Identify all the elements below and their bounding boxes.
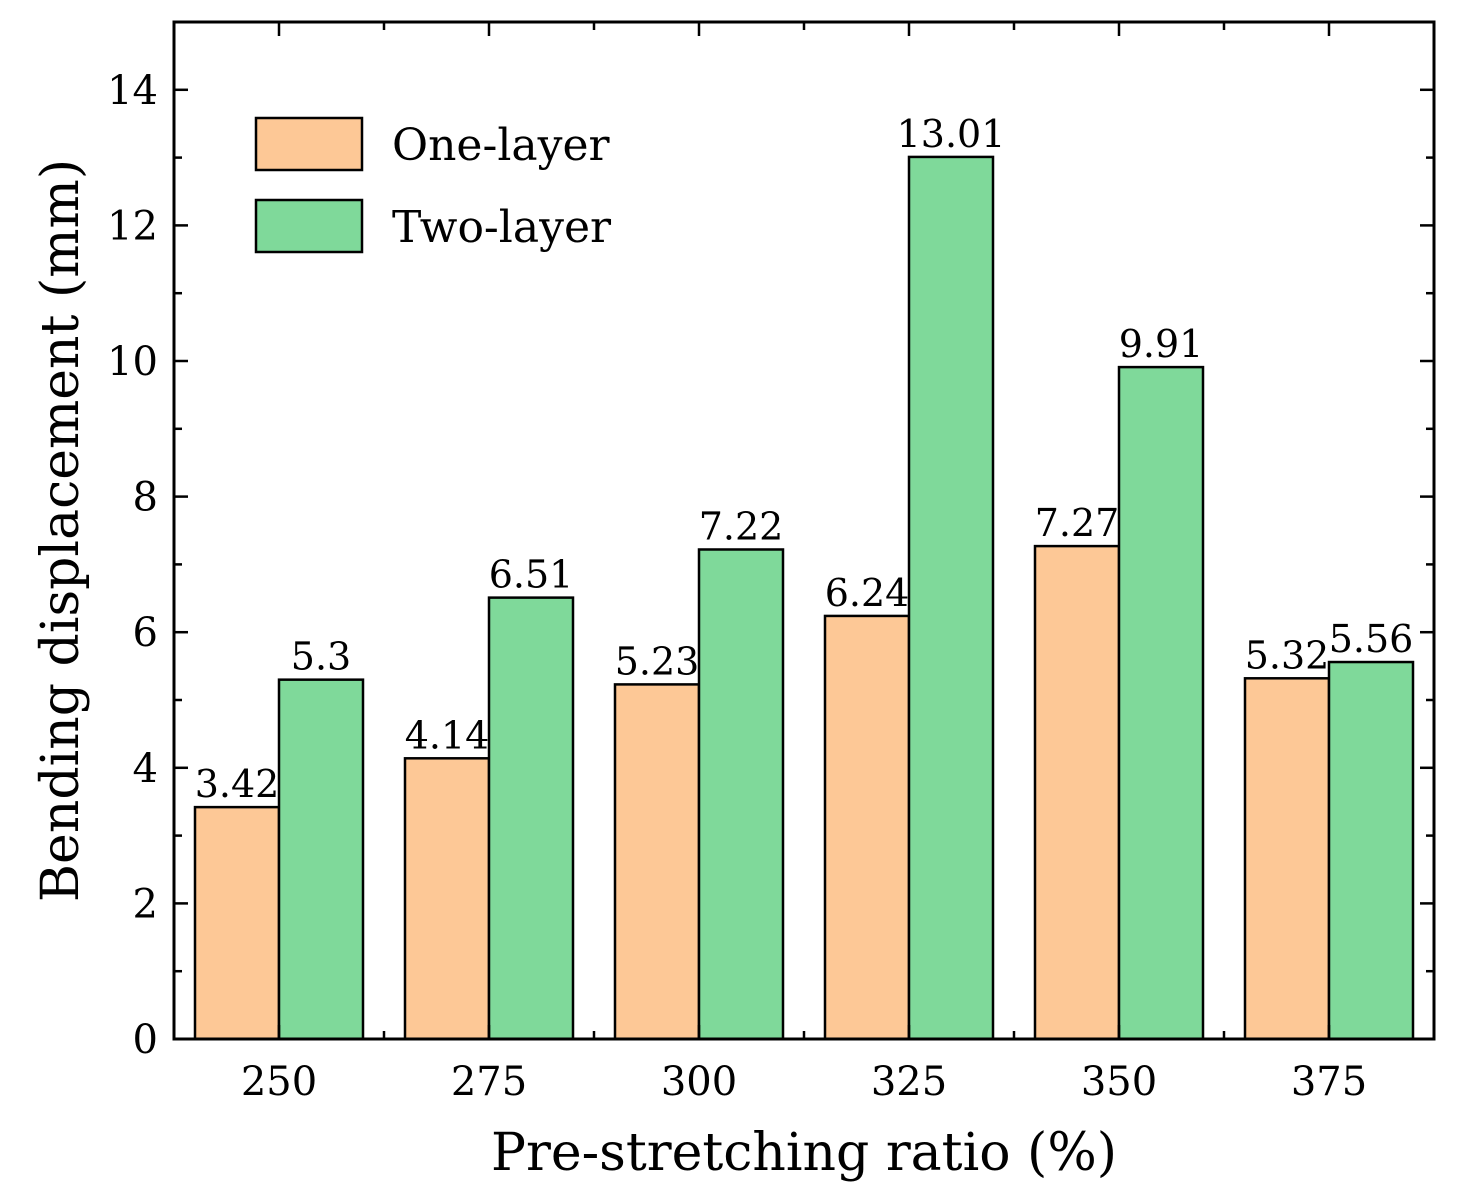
data-label-one-layer-250: 3.42 bbox=[195, 762, 280, 806]
y-tick-label: 14 bbox=[107, 68, 158, 114]
legend-swatch-two-layer bbox=[254, 198, 364, 254]
y-tick-label: 12 bbox=[107, 203, 158, 249]
data-label-one-layer-300: 5.23 bbox=[615, 639, 700, 683]
y-tick-label: 0 bbox=[133, 1017, 158, 1063]
legend-label-two-layer: Two-layer bbox=[392, 202, 612, 253]
data-labels-layer: 3.42 5.3 4.14 6.51 5.23 7.22 6.24 13.01 7.27 9.91… bbox=[195, 112, 1414, 806]
bar-one-layer-350 bbox=[1033, 544, 1121, 1041]
x-tick-label: 375 bbox=[1291, 1059, 1367, 1105]
data-label-one-layer-325: 6.24 bbox=[825, 571, 910, 615]
bar-one-layer-300 bbox=[613, 683, 701, 1041]
x-tick-label: 325 bbox=[871, 1059, 947, 1105]
bar-two-layer-375 bbox=[1327, 660, 1415, 1041]
bars-layer bbox=[193, 155, 1415, 1041]
data-label-two-layer-275: 6.51 bbox=[489, 553, 574, 597]
y-tick-label: 8 bbox=[133, 475, 158, 521]
bar-one-layer-275 bbox=[403, 757, 491, 1041]
x-tick-label: 350 bbox=[1081, 1059, 1157, 1105]
y-tick-label: 6 bbox=[133, 610, 158, 656]
y-axis-title: Bending displacement (mm) bbox=[31, 159, 91, 902]
bar-two-layer-250 bbox=[277, 678, 365, 1041]
x-axis-title: Pre-stretching ratio (%) bbox=[491, 1123, 1117, 1183]
y-tick-label: 4 bbox=[133, 746, 158, 792]
data-label-two-layer-325: 13.01 bbox=[897, 112, 1006, 156]
data-label-two-layer-300: 7.22 bbox=[699, 504, 784, 548]
bar-one-layer-375 bbox=[1243, 677, 1331, 1041]
bar-one-layer-250 bbox=[193, 805, 281, 1041]
bar-one-layer-325 bbox=[823, 614, 911, 1041]
x-tick-label: 300 bbox=[661, 1059, 737, 1105]
bar-two-layer-350 bbox=[1117, 365, 1205, 1041]
legend-swatch-one-layer bbox=[254, 116, 364, 172]
bar-two-layer-300 bbox=[697, 548, 785, 1041]
data-label-two-layer-375: 5.56 bbox=[1329, 617, 1414, 661]
data-label-one-layer-350: 7.27 bbox=[1035, 501, 1120, 545]
data-label-one-layer-375: 5.32 bbox=[1245, 633, 1330, 677]
y-tick-label: 10 bbox=[107, 339, 158, 385]
y-tick-label: 2 bbox=[133, 881, 158, 927]
legend: One-layer Two-layer bbox=[254, 116, 612, 254]
data-label-two-layer-350: 9.91 bbox=[1119, 322, 1204, 366]
bar-two-layer-325 bbox=[907, 155, 995, 1041]
data-label-two-layer-250: 5.3 bbox=[291, 635, 351, 679]
data-label-one-layer-275: 4.14 bbox=[405, 713, 490, 757]
legend-label-one-layer: One-layer bbox=[392, 120, 611, 171]
axis-ticks-layer: 0 2 4 6 8 10 12 14 250 275 300 325 350 375 bbox=[107, 20, 1434, 1105]
bar-two-layer-275 bbox=[487, 596, 575, 1041]
x-tick-label: 275 bbox=[451, 1059, 527, 1105]
x-tick-label: 250 bbox=[241, 1059, 317, 1105]
